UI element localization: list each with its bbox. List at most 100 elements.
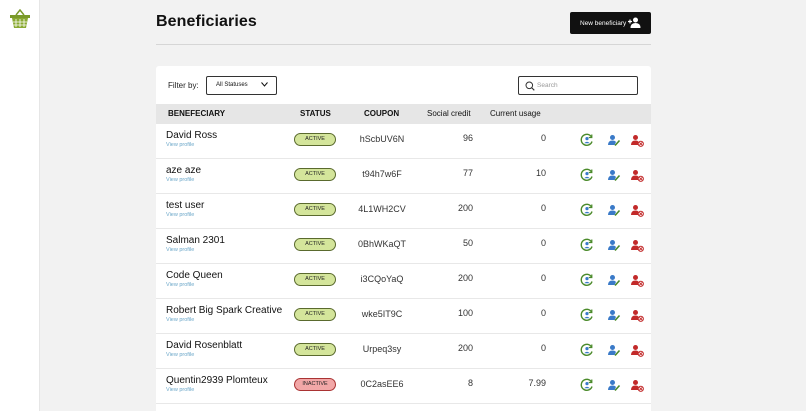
current-usage-value: 7.99 (528, 378, 546, 388)
coupon-refresh-icon[interactable] (580, 203, 594, 217)
current-usage-value: 0 (540, 343, 546, 353)
coupon-code: 4L1WH2CV (358, 204, 406, 214)
coupon-code: 0C2asEE6 (360, 379, 404, 389)
new-beneficiary-label: New beneficiary (580, 19, 627, 27)
edit-user-icon[interactable] (607, 273, 621, 287)
view-profile-link[interactable]: View profile (166, 212, 195, 218)
view-profile-link[interactable]: View profile (166, 247, 195, 253)
social-credit-value: 77 (462, 168, 473, 178)
view-profile-link[interactable]: View profile (166, 387, 195, 393)
beneficiary-name: Quentin2939 Plomteux (166, 375, 268, 386)
current-usage-value: 0 (540, 203, 546, 213)
view-profile-link[interactable]: View profile (166, 177, 195, 183)
coupon-code: Urpeq3sy (362, 344, 402, 354)
coupon-code: i3CQoYaQ (360, 274, 404, 284)
social-credit-value: 200 (457, 203, 473, 213)
edit-user-icon[interactable] (607, 378, 621, 392)
table-row: aze aze View profile ACTIVE t94h7w6F 77 10 (156, 159, 651, 194)
social-credit-value: 200 (457, 273, 473, 283)
new-beneficiary-button[interactable]: New beneficiary (570, 12, 651, 34)
beneficiary-name: Code Queen (166, 270, 223, 281)
current-usage-value: 0 (540, 133, 546, 143)
add-user-icon (628, 17, 641, 28)
status-filter-select[interactable]: All Statuses (206, 76, 277, 95)
current-usage-value: 0 (540, 308, 546, 318)
remove-user-icon[interactable] (630, 238, 644, 252)
beneficiaries-card: Filter by: All Statuses BENEFECIARY STAT… (156, 66, 651, 411)
remove-user-icon[interactable] (630, 308, 644, 322)
social-credit-value: 50 (462, 238, 473, 248)
remove-user-icon[interactable] (630, 168, 644, 182)
social-credit-value: 200 (457, 343, 473, 353)
table-row: David Rosenblatt View profile ACTIVE Urpeq3… (156, 334, 651, 369)
coupon-refresh-icon[interactable] (580, 133, 594, 147)
chevron-down-icon (261, 82, 268, 87)
coupon-code: 0BhWKaQT (357, 239, 406, 249)
edit-user-icon[interactable] (607, 238, 621, 252)
table-row: David Ross View profile ACTIVE hScbUV6N 96 0 (156, 124, 651, 159)
column-header-coupon: COUPON (364, 109, 400, 118)
beneficiary-name: Salman 2301 (166, 235, 225, 246)
status-badge: ACTIVE (294, 343, 336, 356)
column-header-social-credit: Social credit (427, 109, 471, 118)
coupon-refresh-icon[interactable] (580, 273, 594, 287)
remove-user-icon[interactable] (630, 343, 644, 357)
table-row: Quentin2939 Plomteux View profile INACTIVE… (156, 369, 651, 404)
sidebar (0, 0, 40, 411)
status-badge: ACTIVE (294, 308, 336, 321)
search-box[interactable] (518, 76, 638, 95)
table-row: Robert Big Spark Creative View profile ACT… (156, 299, 651, 334)
coupon-code: hScbUV6N (359, 134, 405, 144)
column-header-beneficiary: BENEFECIARY (168, 109, 226, 118)
header-divider (156, 44, 651, 45)
view-profile-link[interactable]: View profile (166, 317, 195, 323)
status-badge: ACTIVE (294, 203, 336, 216)
table-row: Salman 2301 View profile ACTIVE 0BhWKaQT 50 0 (156, 229, 651, 264)
view-profile-link[interactable]: View profile (166, 282, 195, 288)
search-input[interactable] (537, 79, 632, 92)
coupon-refresh-icon[interactable] (580, 343, 594, 357)
social-credit-value: 8 (467, 378, 473, 388)
edit-user-icon[interactable] (607, 168, 621, 182)
basket-logo-icon[interactable] (9, 9, 31, 29)
social-credit-value: 100 (457, 308, 473, 318)
status-badge: ACTIVE (294, 238, 336, 251)
status-badge: ACTIVE (294, 273, 336, 286)
edit-user-icon[interactable] (607, 308, 621, 322)
table-header: BENEFECIARY STATUS COUPON Social credit … (156, 104, 651, 124)
edit-user-icon[interactable] (607, 133, 621, 147)
beneficiary-name: aze aze (166, 165, 202, 176)
column-header-current-usage: Current usage (490, 109, 541, 118)
column-header-status: STATUS (300, 109, 331, 118)
beneficiary-name: test user (166, 200, 205, 211)
status-badge: ACTIVE (294, 133, 336, 146)
remove-user-icon[interactable] (630, 273, 644, 287)
search-icon (525, 81, 535, 91)
beneficiary-name: David Ross (166, 130, 218, 141)
view-profile-link[interactable]: View profile (166, 142, 195, 148)
remove-user-icon[interactable] (630, 378, 644, 392)
coupon-refresh-icon[interactable] (580, 238, 594, 252)
table-row: test user View profile ACTIVE 4L1WH2CV 200 0 (156, 194, 651, 229)
coupon-code: t94h7w6F (362, 169, 402, 179)
edit-user-icon[interactable] (607, 203, 621, 217)
coupon-code: wke5IT9C (361, 309, 403, 319)
coupon-refresh-icon[interactable] (580, 378, 594, 392)
coupon-refresh-icon[interactable] (580, 308, 594, 322)
table-row: Code Queen View profile ACTIVE i3CQoYaQ 200 0 (156, 264, 651, 299)
view-profile-link[interactable]: View profile (166, 352, 195, 358)
status-badge: INACTIVE (294, 378, 336, 391)
coupon-refresh-icon[interactable] (580, 168, 594, 182)
status-filter-value: All Statuses (216, 82, 248, 88)
current-usage-value: 10 (535, 168, 546, 178)
filter-label: Filter by: (168, 81, 199, 90)
remove-user-icon[interactable] (630, 203, 644, 217)
current-usage-value: 0 (540, 273, 546, 283)
page-title: Beneficiaries (156, 13, 257, 30)
remove-user-icon[interactable] (630, 133, 644, 147)
beneficiary-name: David Rosenblatt (166, 340, 243, 351)
beneficiary-name: Robert Big Spark Creative (166, 305, 283, 316)
status-badge: ACTIVE (294, 168, 336, 181)
current-usage-value: 0 (540, 238, 546, 248)
edit-user-icon[interactable] (607, 343, 621, 357)
